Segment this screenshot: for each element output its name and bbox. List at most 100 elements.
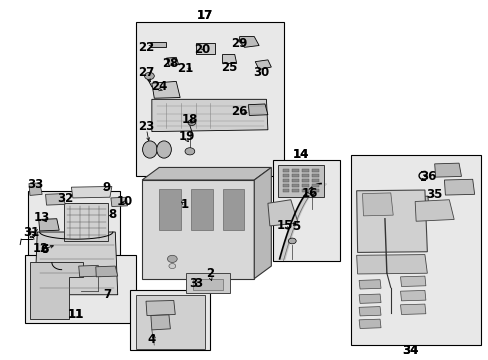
Polygon shape: [267, 200, 298, 226]
Polygon shape: [39, 219, 59, 231]
Polygon shape: [282, 184, 289, 187]
Polygon shape: [64, 203, 108, 241]
Circle shape: [144, 72, 154, 80]
Polygon shape: [400, 276, 425, 287]
Polygon shape: [142, 167, 271, 180]
Polygon shape: [136, 295, 205, 348]
Polygon shape: [302, 168, 308, 172]
Polygon shape: [292, 184, 299, 187]
Text: 3: 3: [194, 278, 202, 291]
Text: 8: 8: [108, 208, 117, 221]
Polygon shape: [302, 179, 308, 182]
Text: 9: 9: [102, 181, 111, 194]
Text: 31: 31: [23, 226, 39, 239]
Ellipse shape: [157, 141, 171, 158]
Text: 10: 10: [117, 195, 133, 208]
Text: 13: 13: [34, 211, 50, 224]
Text: 17: 17: [196, 9, 212, 22]
Text: 3: 3: [189, 278, 197, 291]
Bar: [136, 22, 283, 176]
Polygon shape: [146, 301, 175, 316]
Polygon shape: [358, 319, 380, 328]
Polygon shape: [362, 193, 392, 216]
Text: 19: 19: [179, 130, 195, 144]
Polygon shape: [152, 99, 267, 132]
Text: 25: 25: [220, 60, 237, 73]
Polygon shape: [282, 174, 289, 177]
Polygon shape: [71, 186, 112, 198]
Polygon shape: [311, 189, 318, 192]
Text: 12: 12: [33, 242, 49, 255]
Text: 7: 7: [102, 288, 111, 301]
Circle shape: [187, 120, 195, 126]
Polygon shape: [302, 184, 308, 187]
Polygon shape: [356, 190, 427, 252]
Text: 26: 26: [231, 105, 247, 118]
Polygon shape: [414, 200, 453, 221]
Text: 20: 20: [194, 42, 210, 55]
Text: 1: 1: [181, 198, 189, 211]
Text: 30: 30: [253, 66, 269, 79]
Text: 33: 33: [28, 178, 44, 191]
Circle shape: [288, 238, 296, 244]
Polygon shape: [254, 167, 271, 279]
Ellipse shape: [142, 141, 157, 158]
Polygon shape: [111, 197, 127, 207]
Text: 6: 6: [41, 243, 49, 256]
Polygon shape: [185, 273, 229, 293]
Polygon shape: [358, 307, 380, 316]
Polygon shape: [356, 255, 427, 274]
Text: 4: 4: [147, 333, 156, 346]
Polygon shape: [96, 266, 118, 277]
Text: 11: 11: [68, 308, 84, 321]
Circle shape: [167, 255, 177, 262]
Circle shape: [307, 189, 315, 194]
Polygon shape: [409, 196, 428, 206]
Polygon shape: [282, 189, 289, 192]
Polygon shape: [292, 174, 299, 177]
Polygon shape: [311, 184, 318, 187]
Polygon shape: [152, 81, 180, 98]
Polygon shape: [358, 280, 380, 289]
Circle shape: [168, 264, 175, 269]
Text: 17: 17: [196, 9, 212, 22]
Bar: [130, 291, 210, 350]
Polygon shape: [282, 179, 289, 182]
Polygon shape: [248, 104, 267, 116]
Bar: [27, 191, 120, 311]
Text: 23: 23: [138, 121, 154, 134]
Polygon shape: [292, 168, 299, 172]
Polygon shape: [311, 168, 318, 172]
Polygon shape: [79, 265, 101, 277]
Text: 14: 14: [292, 148, 308, 161]
Polygon shape: [142, 180, 254, 279]
Text: 15: 15: [276, 219, 292, 233]
Text: 36: 36: [420, 170, 436, 183]
Polygon shape: [358, 294, 380, 303]
Bar: [25, 255, 136, 323]
Polygon shape: [151, 315, 170, 330]
Polygon shape: [193, 279, 222, 291]
Polygon shape: [30, 262, 82, 319]
Text: 6: 6: [41, 243, 49, 256]
Text: 34: 34: [401, 344, 418, 357]
Polygon shape: [222, 189, 244, 230]
Text: 14: 14: [292, 148, 308, 161]
Polygon shape: [400, 304, 425, 315]
Text: 22: 22: [138, 41, 154, 54]
Polygon shape: [195, 43, 215, 54]
Polygon shape: [444, 179, 474, 195]
Text: 18: 18: [182, 113, 198, 126]
Polygon shape: [239, 37, 259, 47]
Polygon shape: [434, 163, 461, 177]
Polygon shape: [159, 189, 181, 230]
Text: 28: 28: [162, 57, 178, 70]
Polygon shape: [255, 60, 271, 69]
Polygon shape: [302, 174, 308, 177]
Polygon shape: [400, 291, 425, 301]
Polygon shape: [292, 189, 299, 192]
Polygon shape: [292, 179, 299, 182]
Bar: [272, 160, 339, 261]
Text: 27: 27: [138, 66, 154, 79]
Text: 21: 21: [177, 62, 193, 75]
